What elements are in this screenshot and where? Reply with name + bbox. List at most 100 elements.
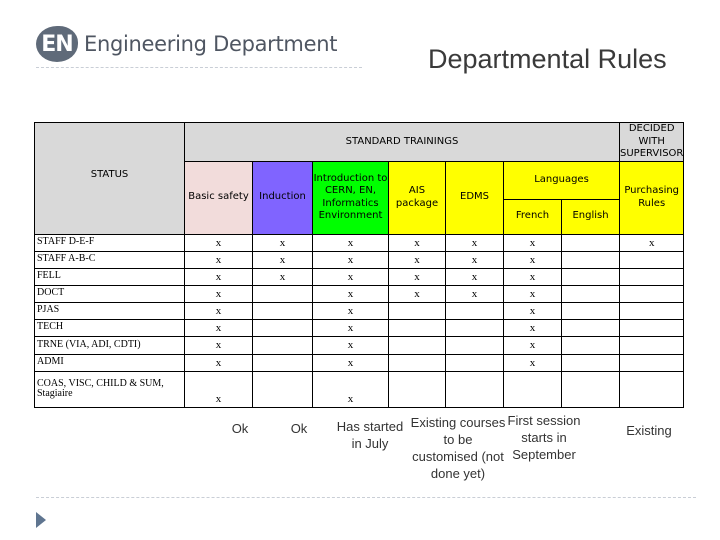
table-cell [562,319,620,336]
table-cell [620,285,684,302]
col-induction: Induction [253,161,313,234]
row-status-label: PJAS [35,302,185,319]
table-cell [389,354,446,371]
table-cell: x [446,251,504,268]
row-status-label: ADMI [35,354,185,371]
table-cell: x [389,285,446,302]
table-cell [620,251,684,268]
table-cell [389,371,446,407]
row-status-label: TRNE (VIA, ADI, CDTI) [35,336,185,354]
table-cell [620,371,684,407]
table-cell: x [185,251,253,268]
languages-header: Languages [504,161,620,199]
table-cell [389,319,446,336]
table-cell: x [185,268,253,285]
table-row: FELL x x x x x x [35,268,684,285]
table-cell: x [253,234,313,251]
table-cell: x [313,319,389,336]
table-row: TECH x x x [35,319,684,336]
note-introduction: Has started in July [336,418,404,452]
row-status-label: FELL [35,268,185,285]
table-cell [562,354,620,371]
table-cell [253,371,313,407]
table-cell [620,354,684,371]
col-purchasing-rules: Purchasing Rules [620,161,684,234]
note-purchasing: Existing [618,422,680,439]
table-cell [253,302,313,319]
table-cell: x [620,234,684,251]
table-cell [253,285,313,302]
table-row: ADMI x x x [35,354,684,371]
table-cell [446,371,504,407]
table-cell [562,234,620,251]
table-cell [504,371,562,407]
table-cell: x [185,285,253,302]
table-cell [389,302,446,319]
table-cell: x [313,302,389,319]
col-french: French [504,199,562,234]
table-cell: x [504,336,562,354]
logo-mark: EN [36,26,78,62]
table-cell: x [446,234,504,251]
table-cell: x [185,319,253,336]
table-cell: x [504,319,562,336]
table-cell: x [185,234,253,251]
rules-table: STATUS STANDARD TRAININGS DECIDED WITH S… [34,122,684,408]
table-row: COAS, VISC, CHILD & SUM, Stagiaire x x [35,371,684,407]
table-row: STAFF D-E-F x x x x x x x [35,234,684,251]
table-cell [620,268,684,285]
table-cell: x [313,251,389,268]
table-cell [562,336,620,354]
table-cell: x [313,285,389,302]
table-cell: x [313,234,389,251]
row-status-label: COAS, VISC, CHILD & SUM, Stagiaire [35,371,185,407]
note-existing-courses: Existing courses to be customised (not d… [410,414,506,482]
table-cell [446,302,504,319]
decided-with-supervisor-header: DECIDED WITH SUPERVISOR [620,123,684,162]
table-cell: x [504,234,562,251]
col-edms: EDMS [446,161,504,234]
table-cell: x [389,251,446,268]
logo-text: Engineering Department [84,32,337,56]
table-cell: x [313,336,389,354]
table-cell [562,302,620,319]
table-cell [620,336,684,354]
table-cell: x [185,302,253,319]
table-cell: x [185,354,253,371]
table-cell [446,336,504,354]
col-ais-package: AIS package [389,161,446,234]
col-english: English [562,199,620,234]
en-logo: EN Engineering Department [36,26,337,62]
table-cell: x [313,268,389,285]
col-basic-safety: Basic safety [185,161,253,234]
note-basic-safety: Ok [218,420,262,437]
table-cell: x [253,268,313,285]
status-header: STATUS [35,123,185,235]
col-introduction: Introduction to CERN, EN, Informatics En… [313,161,389,234]
table-cell: x [504,268,562,285]
row-status-label: TECH [35,319,185,336]
table-cell: x [504,285,562,302]
footer-divider [36,497,696,498]
row-status-label: STAFF A-B-C [35,251,185,268]
standard-trainings-header: STANDARD TRAININGS [185,123,620,162]
table-cell [562,371,620,407]
note-induction: Ok [279,420,319,437]
table-cell: x [185,336,253,354]
table-cell: x [389,234,446,251]
table-cell: x [313,371,389,407]
table-cell [562,251,620,268]
table-row: STAFF A-B-C x x x x x x [35,251,684,268]
table-cell [620,302,684,319]
row-status-label: STAFF D-E-F [35,234,185,251]
table-cell: x [504,302,562,319]
table-cell [446,354,504,371]
table-cell: x [446,285,504,302]
table-row: PJAS x x x [35,302,684,319]
page-title: Departmental Rules [428,44,667,75]
row-status-label: DOCT [35,285,185,302]
table-cell [253,336,313,354]
table-cell: x [185,371,253,407]
table-row: TRNE (VIA, ADI, CDTI) x x x [35,336,684,354]
table-cell: x [253,251,313,268]
